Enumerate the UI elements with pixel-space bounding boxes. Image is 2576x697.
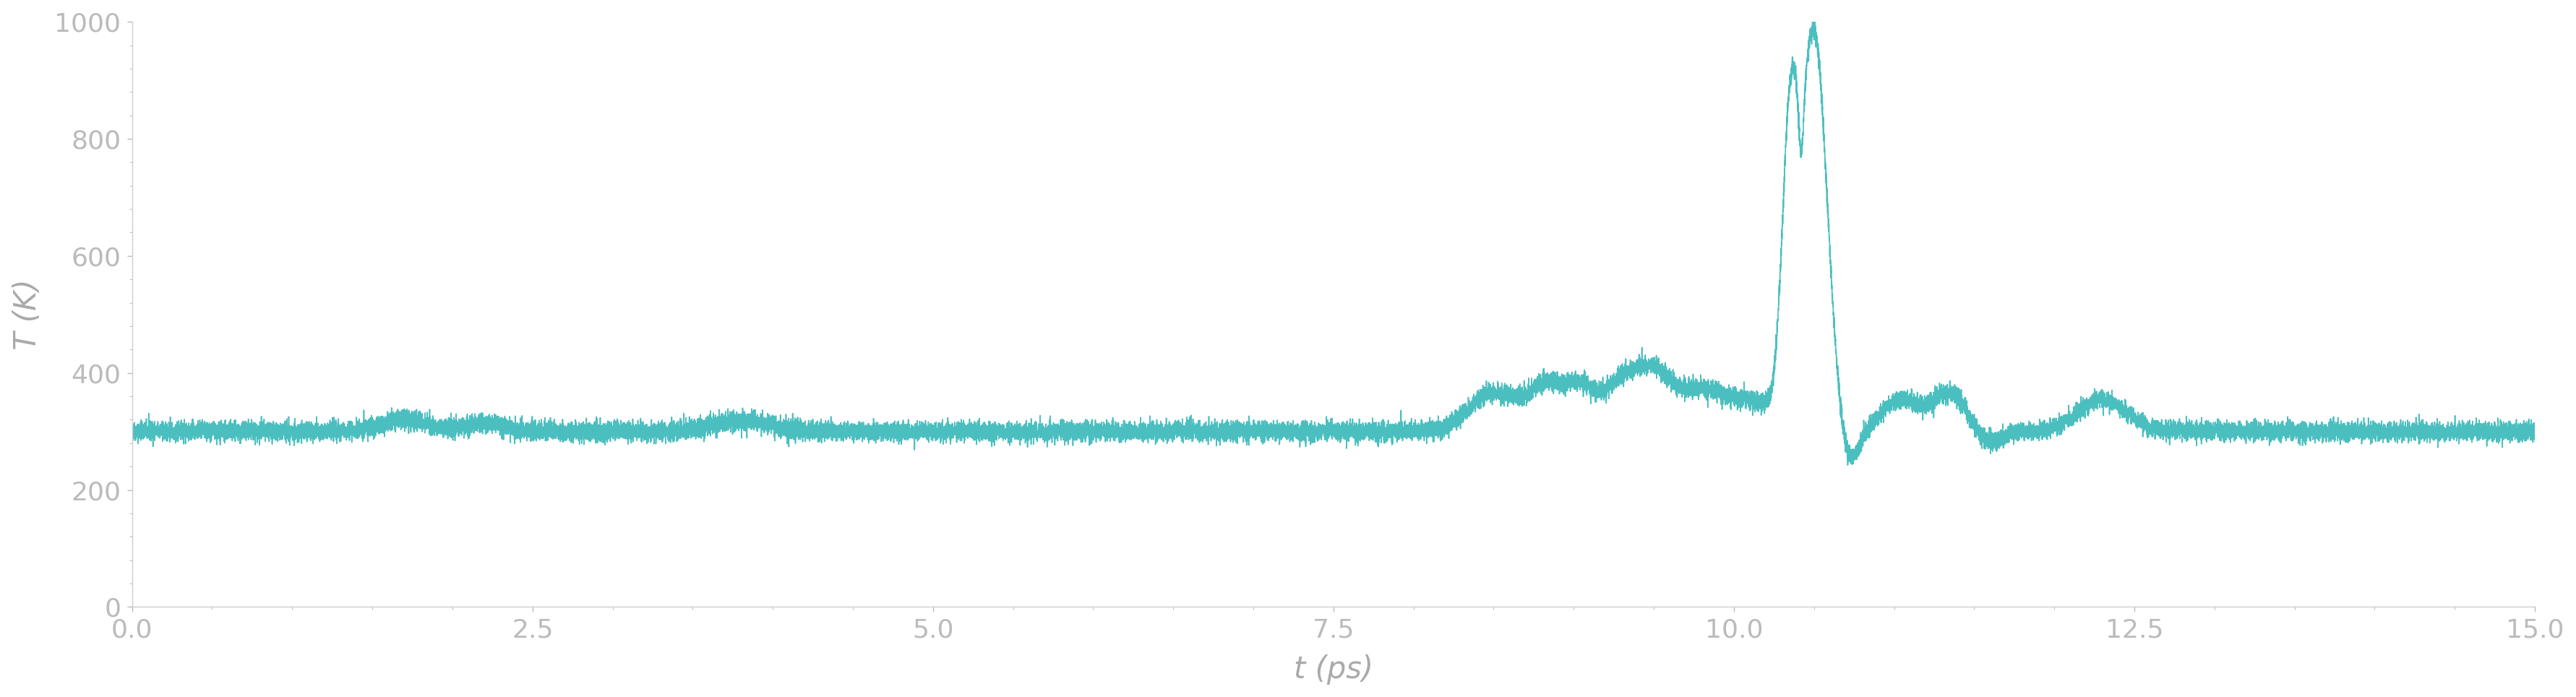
- X-axis label: t (ps): t (ps): [1293, 654, 1373, 685]
- Y-axis label: T (K): T (K): [13, 279, 41, 350]
